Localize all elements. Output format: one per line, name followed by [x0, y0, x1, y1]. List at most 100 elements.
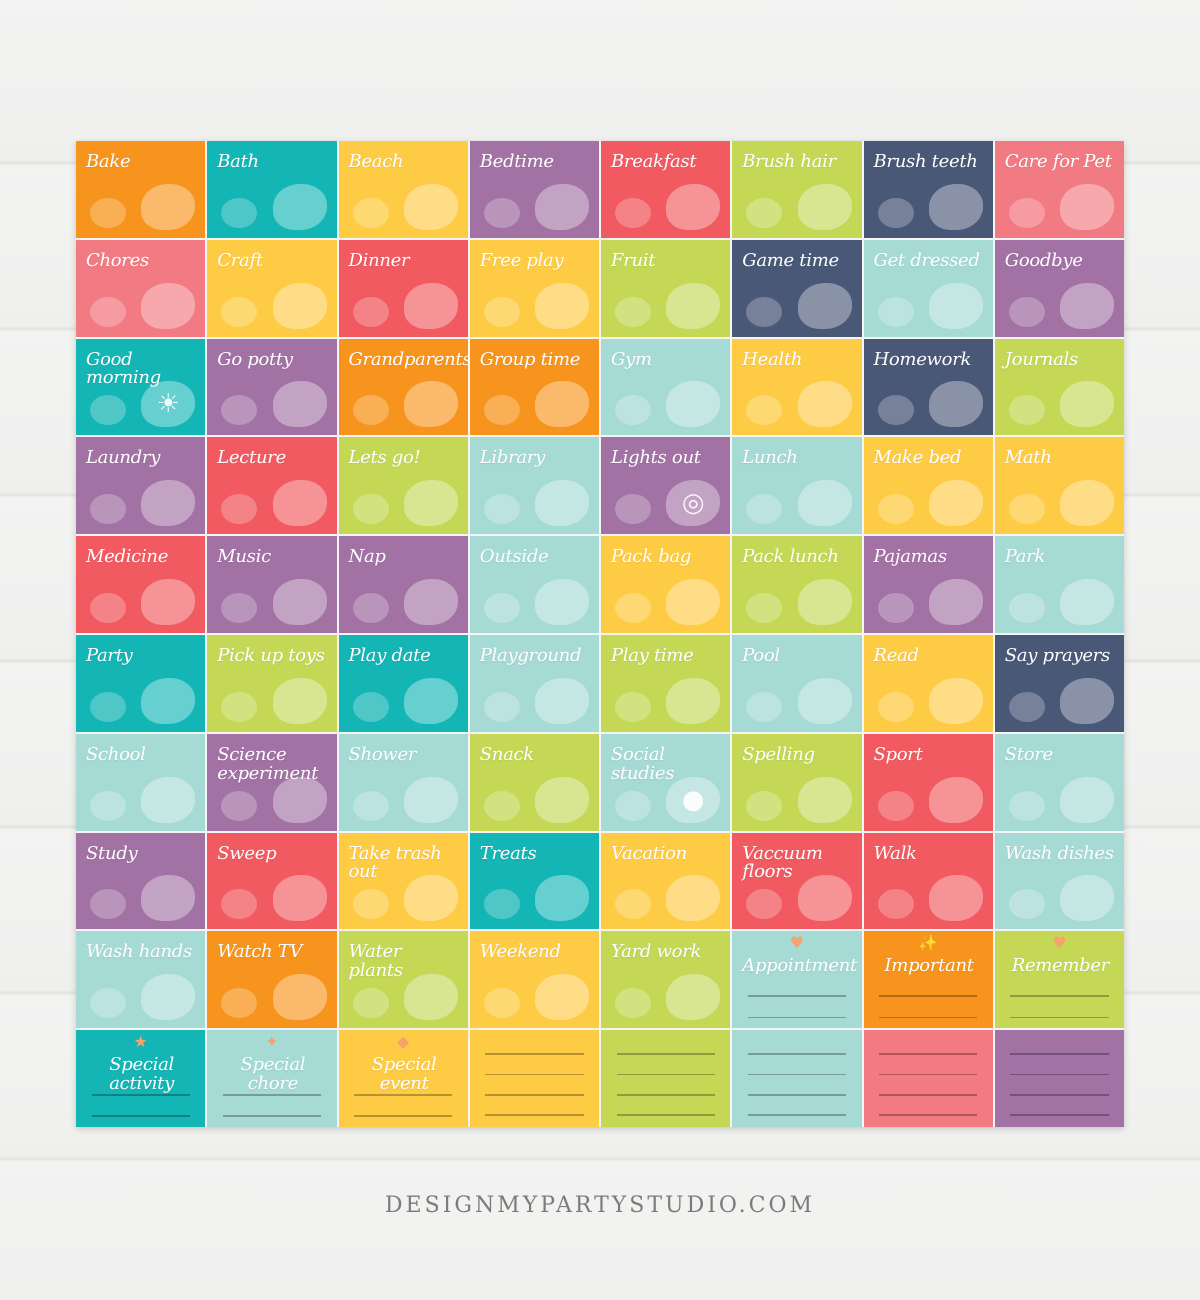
pet-bowl-icon: [1060, 183, 1114, 230]
write-line: [1010, 995, 1109, 997]
blank-card[interactable]: [994, 1030, 1124, 1127]
card-label: Vaccuum floors: [742, 842, 823, 883]
card-science-experiment[interactable]: Science experiment: [207, 733, 337, 831]
soap-duck-icon: [403, 776, 458, 823]
card-sport[interactable]: Sport: [863, 733, 993, 831]
card-breakfast[interactable]: Breakfast: [601, 141, 731, 238]
card-gym[interactable]: Gym: [601, 338, 731, 436]
tv-icon: [272, 974, 327, 1021]
card-group-time[interactable]: Group time: [469, 338, 599, 436]
card-appointment[interactable]: Appointment ♥: [732, 931, 862, 1029]
card-medicine[interactable]: Medicine: [76, 536, 206, 633]
card-craft[interactable]: Craft: [207, 239, 337, 337]
card-go-potty[interactable]: Go potty: [207, 338, 337, 436]
card-grandparents[interactable]: Grandparents: [338, 338, 468, 436]
card-take-trash-out[interactable]: Take trash out: [338, 832, 468, 930]
card-library[interactable]: Library: [469, 437, 599, 535]
illustration-accent: [352, 395, 389, 426]
card-walk[interactable]: Walk: [863, 832, 993, 930]
card-goodbye[interactable]: Goodbye: [994, 239, 1124, 337]
card-care-for-pet[interactable]: Care for Pet: [994, 141, 1124, 238]
card-beach[interactable]: Beach: [338, 141, 468, 238]
card-pack-lunch[interactable]: Pack lunch: [732, 536, 862, 633]
broom-icon: [272, 875, 327, 922]
card-laundry[interactable]: Laundry: [76, 437, 206, 535]
card-water-plants[interactable]: Water plants: [338, 931, 468, 1029]
card-park[interactable]: Park: [994, 536, 1124, 633]
card-label: Gym: [611, 348, 652, 370]
card-label: Chores: [86, 249, 149, 271]
illustration-accent: [615, 889, 651, 920]
card-music[interactable]: Music: [207, 536, 337, 633]
illustration-accent: [483, 494, 520, 525]
card-brush-hair[interactable]: Brush hair: [732, 141, 862, 238]
blank-card[interactable]: [863, 1030, 993, 1127]
illustration-accent: [615, 593, 651, 623]
card-yard-work[interactable]: Yard work: [601, 931, 731, 1029]
card-outside[interactable]: Outside: [469, 536, 599, 633]
card-pick-up-toys[interactable]: Pick up toys: [207, 635, 337, 732]
card-math[interactable]: Math: [994, 437, 1124, 535]
card-special-event[interactable]: Special event ◆: [338, 1030, 468, 1127]
trees-icon: [535, 579, 589, 625]
card-wash-dishes[interactable]: Wash dishes: [994, 832, 1124, 930]
card-vacation[interactable]: Vacation: [601, 832, 731, 930]
card-school[interactable]: School: [76, 733, 206, 831]
card-play-date[interactable]: Play date: [338, 635, 468, 732]
blank-card[interactable]: [732, 1030, 862, 1127]
card-make-bed[interactable]: Make bed: [863, 437, 993, 535]
card-good-morning[interactable]: Good morning ☀: [76, 338, 206, 436]
card-label: Laundry: [86, 447, 161, 469]
card-special-chore[interactable]: Special chore ✦: [207, 1030, 337, 1127]
card-game-time[interactable]: Game time: [732, 239, 862, 337]
card-label: Wash dishes: [1004, 842, 1114, 864]
card-playground[interactable]: Playground: [469, 635, 599, 732]
card-nap[interactable]: Nap: [338, 536, 468, 633]
card-read[interactable]: Read: [863, 635, 993, 732]
card-party[interactable]: Party: [76, 635, 206, 732]
card-journals[interactable]: Journals: [994, 338, 1124, 436]
card-bake[interactable]: Bake: [76, 141, 206, 238]
blank-card[interactable]: [469, 1030, 599, 1127]
card-wash-hands[interactable]: Wash hands: [76, 931, 206, 1029]
card-spelling[interactable]: Spelling: [732, 733, 862, 831]
card-remember[interactable]: Remember ♥: [994, 931, 1124, 1029]
card-play-time[interactable]: Play time: [601, 635, 731, 732]
card-label: Watch TV: [217, 941, 303, 963]
card-vaccuum-floors[interactable]: Vaccuum floors: [732, 832, 862, 930]
card-chores[interactable]: Chores: [76, 239, 206, 337]
card-social-studies[interactable]: Social studies ●: [601, 733, 731, 831]
card-get-dressed[interactable]: Get dressed: [863, 239, 993, 337]
card-special-activity[interactable]: Special activity ★: [76, 1030, 206, 1127]
card-important[interactable]: Important ✨: [863, 931, 993, 1029]
card-free-play[interactable]: Free play: [469, 239, 599, 337]
card-shower[interactable]: Shower: [338, 733, 468, 831]
card-study[interactable]: Study: [76, 832, 206, 930]
card-snack[interactable]: Snack: [469, 733, 599, 831]
card-weekend[interactable]: Weekend: [469, 931, 599, 1029]
illustration-accent: [877, 593, 914, 623]
card-bath[interactable]: Bath: [207, 141, 337, 238]
card-pool[interactable]: Pool: [732, 635, 862, 732]
card-lets-go[interactable]: Lets go!: [338, 437, 468, 535]
card-treats[interactable]: Treats: [469, 832, 599, 930]
waving-hand-icon: [1060, 282, 1114, 329]
blank-card[interactable]: [601, 1030, 731, 1127]
card-dinner[interactable]: Dinner: [338, 239, 468, 337]
card-lunch[interactable]: Lunch: [732, 437, 862, 535]
card-watch-tv[interactable]: Watch TV: [207, 931, 337, 1029]
card-pajamas[interactable]: Pajamas: [863, 536, 993, 633]
card-pack-bag[interactable]: Pack bag: [601, 536, 731, 633]
card-health[interactable]: Health: [732, 338, 862, 436]
card-bedtime[interactable]: Bedtime: [469, 141, 599, 238]
card-sweep[interactable]: Sweep: [207, 832, 337, 930]
card-lecture[interactable]: Lecture: [207, 437, 337, 535]
card-fruit[interactable]: Fruit: [601, 239, 731, 337]
flask-icon: [272, 776, 327, 823]
card-homework[interactable]: Homework: [863, 338, 993, 436]
card-store[interactable]: Store: [994, 733, 1124, 831]
card-say-prayers[interactable]: Say prayers: [994, 635, 1124, 732]
illustration-accent: [877, 889, 914, 920]
card-brush-teeth[interactable]: Brush teeth: [863, 141, 993, 238]
card-lights-out[interactable]: Lights out ◎: [601, 437, 731, 535]
